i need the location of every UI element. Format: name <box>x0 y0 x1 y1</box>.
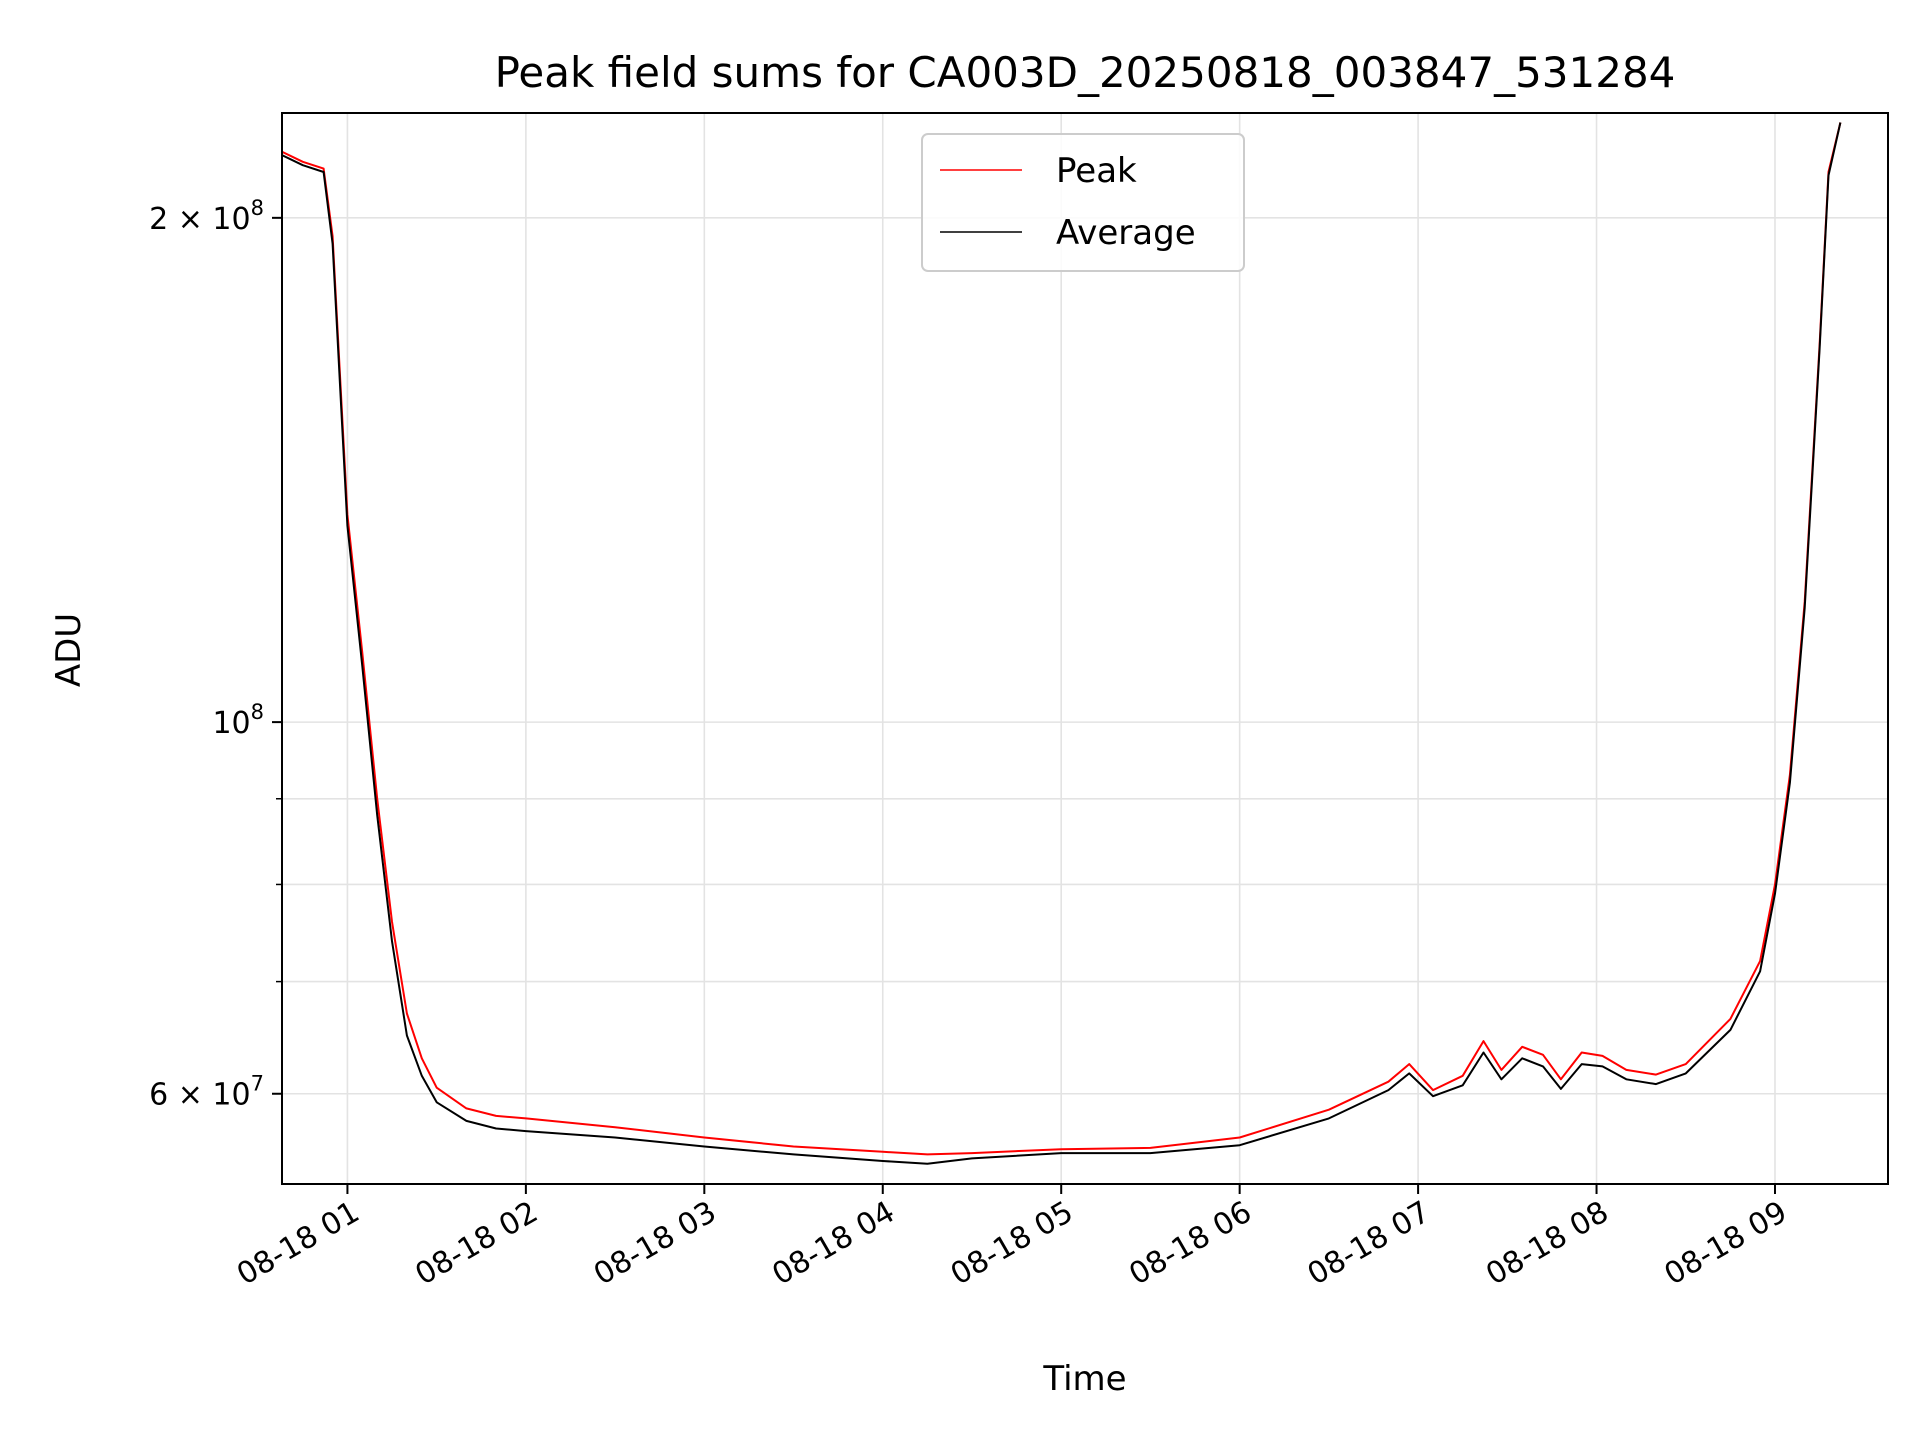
y-axis-label: ADU <box>49 613 89 687</box>
series-line-peak <box>282 122 1842 1156</box>
plot-frame <box>281 112 1889 1185</box>
y-tick-label: 6 × 107 <box>149 1072 264 1113</box>
plot-lines <box>282 122 1842 1165</box>
legend-box <box>921 133 1245 272</box>
grid <box>282 113 1888 1184</box>
x-axis-label: Time <box>1042 1359 1126 1399</box>
legend-label-peak: Peak <box>1056 151 1137 191</box>
y-tick-label: 2 × 108 <box>149 196 264 237</box>
y-tick-label: 108 <box>212 700 264 741</box>
legend: Peak Average <box>921 133 1245 272</box>
series-line-average <box>282 122 1842 1165</box>
chart-title: Peak field sums for CA003D_20250818_0038… <box>495 48 1676 97</box>
legend-label-average: Average <box>1056 213 1196 253</box>
